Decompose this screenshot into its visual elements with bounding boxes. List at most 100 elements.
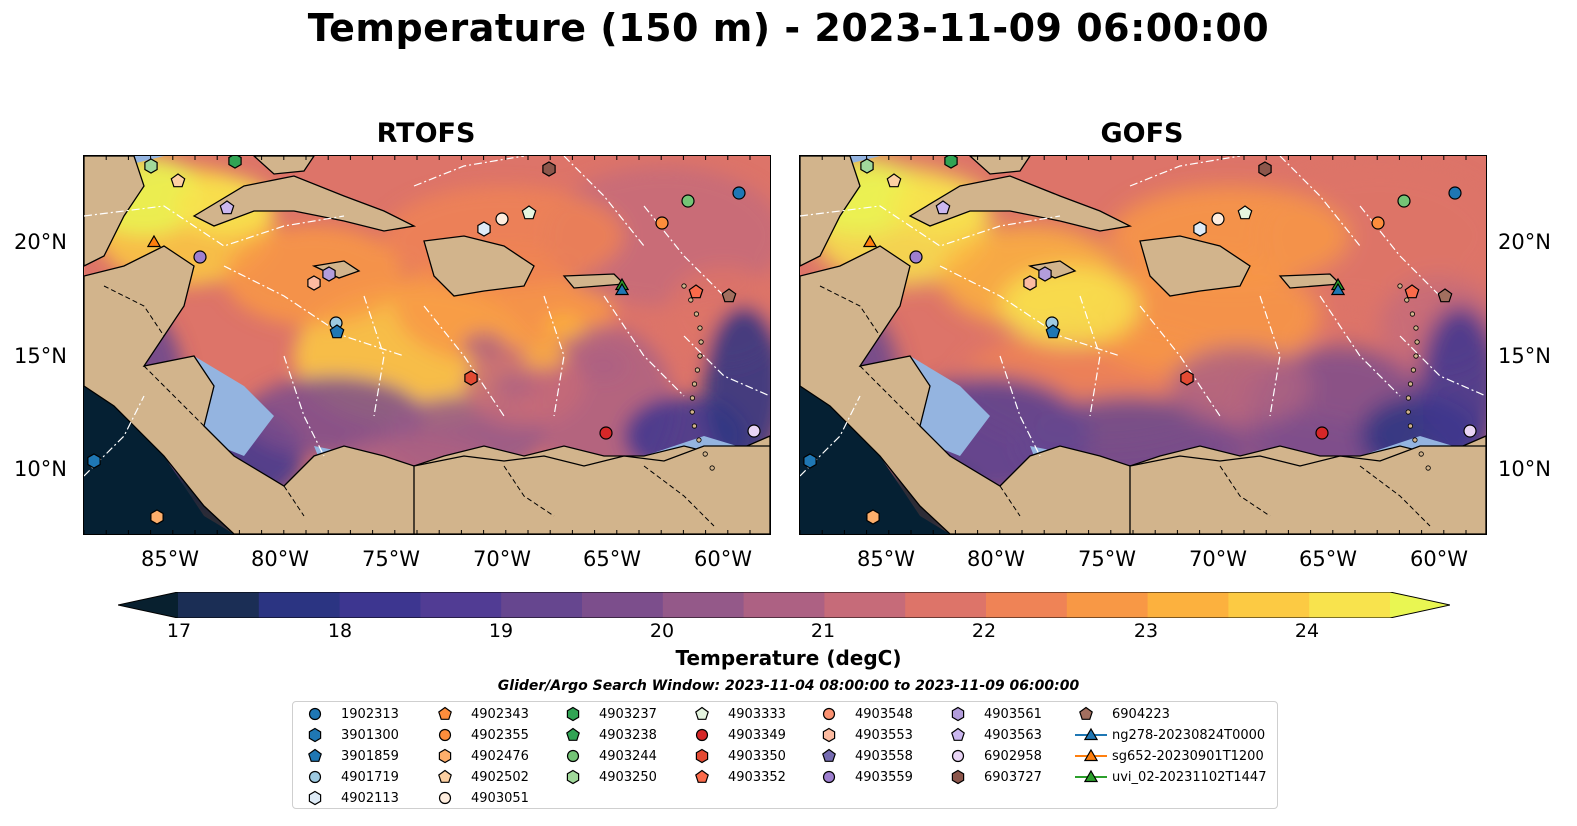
legend-entry: 4902476	[433, 746, 529, 766]
float-marker	[935, 200, 951, 215]
eez-boundary	[1279, 156, 1361, 247]
float-marker	[886, 173, 902, 188]
legend-label: 4903553	[855, 727, 913, 743]
float-marker	[307, 275, 321, 291]
island	[1418, 451, 1424, 457]
legend-label: 6904223	[1112, 706, 1170, 722]
island	[1405, 409, 1411, 415]
float-marker	[146, 234, 162, 248]
temperature-patch	[1000, 266, 1140, 346]
island	[1404, 297, 1410, 303]
legend-marker-icon	[308, 770, 322, 784]
map-rtofs-canvas	[84, 156, 770, 534]
colorbar-tick-18: 18	[327, 620, 353, 642]
float-marker	[614, 282, 630, 296]
island	[1413, 325, 1419, 331]
land-mass	[1129, 445, 1486, 534]
frame-ticks	[84, 156, 751, 534]
legend-marker-icon	[951, 749, 965, 763]
legend-symbol	[951, 769, 965, 785]
legend-label: 4902476	[471, 748, 529, 764]
pacific-ocean	[800, 386, 950, 534]
island	[702, 451, 708, 457]
legend-marker-icon	[822, 748, 836, 762]
eez-boundary	[939, 265, 1121, 357]
island	[1412, 437, 1418, 443]
colorbar-bin	[501, 592, 583, 618]
float-marker	[495, 212, 509, 226]
country-border	[283, 485, 305, 517]
float-marker	[521, 205, 537, 220]
eez-boundary	[999, 355, 1041, 457]
legend-symbol	[308, 790, 322, 806]
colorbar-bin	[1066, 592, 1149, 618]
legend-symbol	[308, 748, 322, 762]
legend-label: 4903244	[599, 748, 657, 764]
temperature-patch	[1170, 346, 1310, 426]
legend-marker-icon	[1075, 748, 1107, 762]
lon-label-rtofs-75: 75°W	[362, 547, 420, 571]
land-mass	[423, 235, 535, 297]
legend-label: 4903238	[599, 727, 657, 743]
legend-marker-icon	[438, 706, 452, 720]
legend-label: 4902502	[471, 769, 529, 785]
legend-symbol	[308, 770, 322, 784]
eddy	[462, 332, 506, 360]
colorbar-bin	[1228, 592, 1310, 618]
island	[694, 367, 701, 373]
lon-label-gofs-75: 75°W	[1078, 547, 1136, 571]
legend-symbol	[695, 748, 709, 764]
legend-marker-icon	[308, 727, 322, 743]
eez-boundary	[1139, 305, 1221, 417]
legend-label: 4901719	[341, 769, 399, 785]
country-border	[143, 365, 205, 427]
lat-label-left-20: 20°N	[14, 230, 67, 254]
float-marker	[542, 161, 556, 177]
colorbar-tick-24: 24	[1294, 620, 1320, 642]
legend-entry: 4903553	[817, 725, 913, 745]
legend-marker-icon	[438, 791, 452, 805]
legend-entry: 4903244	[561, 746, 657, 766]
legend-entry: 3901300	[303, 725, 399, 745]
country-border	[1359, 465, 1431, 527]
legend-label: 4903051	[471, 790, 529, 806]
legend-marker-icon	[566, 727, 580, 741]
lon-label-gofs-80: 80°W	[967, 547, 1025, 571]
lon-label-rtofs-80: 80°W	[251, 547, 309, 571]
legend-entry: 1902313	[303, 704, 399, 724]
legend-entry: 4902502	[433, 767, 529, 787]
panel-title-rtofs: RTOFS	[376, 118, 476, 149]
island	[691, 381, 698, 387]
colorbar-bin	[743, 592, 825, 618]
legend-marker-icon	[951, 706, 965, 722]
legend-marker-icon	[566, 706, 580, 722]
legend-marker-icon	[308, 790, 322, 806]
map-gofs	[799, 155, 1487, 535]
colorbar-tick-20: 20	[649, 620, 675, 642]
float-marker	[1330, 282, 1346, 296]
legend-entry: 4901719	[303, 767, 399, 787]
lat-label-right-20: 20°N	[1498, 230, 1551, 254]
legend-label: 4903352	[728, 769, 786, 785]
eez-boundary	[1399, 335, 1486, 397]
float-marker	[681, 194, 695, 208]
legend-entry: 4902113	[303, 788, 399, 808]
island	[1397, 283, 1403, 289]
legend-entry: 4903350	[690, 746, 786, 766]
island	[691, 423, 698, 429]
frame-ticks	[800, 156, 1467, 534]
legend-symbol	[822, 707, 836, 721]
legend-marker-icon	[951, 769, 965, 785]
eez-boundary	[283, 355, 325, 457]
legend-symbol	[438, 791, 452, 805]
float-marker	[1211, 212, 1225, 226]
legend-triangle	[1083, 727, 1099, 741]
float-marker	[732, 186, 746, 200]
legend-entry: 4902355	[433, 725, 529, 745]
legend-symbol	[566, 749, 580, 763]
colorbar-tick-17: 17	[166, 620, 192, 642]
land-mass	[84, 156, 145, 267]
colorbar-bin	[420, 592, 502, 618]
lesser-antilles	[681, 283, 715, 471]
legend-marker-icon	[438, 769, 452, 783]
